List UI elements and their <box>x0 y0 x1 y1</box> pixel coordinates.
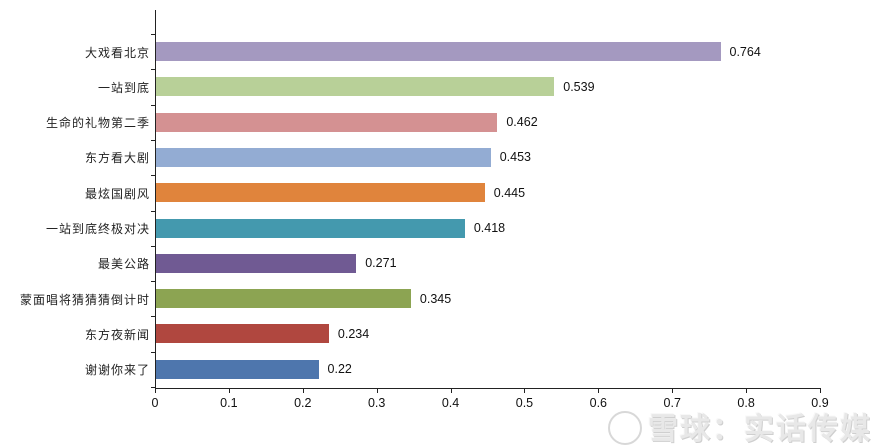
y-axis-tick <box>151 351 155 353</box>
x-axis-tick <box>450 388 452 393</box>
x-axis-tick-label: 0.4 <box>441 396 460 410</box>
x-axis-tick <box>746 388 748 393</box>
x-axis-tick-label: 0.6 <box>589 396 608 410</box>
y-axis-tick <box>151 387 155 388</box>
x-axis-tick <box>302 388 304 393</box>
x-axis-tick <box>820 388 821 393</box>
bar <box>156 253 357 273</box>
bar <box>156 289 411 309</box>
x-axis-tick-label: 0.2 <box>294 396 312 410</box>
x-axis-tick-label: 0.1 <box>220 396 238 410</box>
value-label: 0.271 <box>365 256 397 271</box>
category-label: 生命的礼物第二季 <box>45 116 150 131</box>
bar <box>156 183 485 203</box>
category-label: 一站到底 <box>97 80 150 95</box>
value-label: 0.764 <box>729 44 761 59</box>
bar <box>156 42 721 61</box>
y-axis-tick <box>151 281 155 283</box>
x-axis-tick <box>376 388 378 393</box>
category-label: 谢谢你来了 <box>84 363 150 378</box>
y-axis-tick <box>151 316 155 318</box>
y-axis-tick <box>151 104 155 106</box>
x-axis-tick <box>228 388 230 393</box>
category-label: 一站到底终极对决 <box>45 222 150 236</box>
watermark-text: 雪球：实话传媒 <box>648 412 872 447</box>
y-axis-tick <box>151 210 155 212</box>
x-axis-tick <box>524 388 526 393</box>
x-axis-tick-label: 0.7 <box>663 396 681 410</box>
category-label: 蒙面唱将猜猜猜倒计时 <box>19 292 150 307</box>
y-axis-tick <box>151 139 155 141</box>
category-label: 东方夜新闻 <box>84 327 150 342</box>
value-label: 0.462 <box>506 115 538 130</box>
y-axis-tick <box>151 34 155 35</box>
bar <box>156 147 491 167</box>
category-label: 东方看大剧 <box>84 151 150 166</box>
bar <box>156 324 329 344</box>
value-label: 0.22 <box>327 362 352 377</box>
snowball-logo-icon <box>608 410 642 445</box>
y-axis-tick <box>151 69 155 71</box>
value-label: 0.453 <box>499 150 531 165</box>
value-label: 0.445 <box>493 185 526 200</box>
bar <box>156 359 319 379</box>
y-axis-line <box>155 10 156 388</box>
x-axis-line <box>155 388 821 389</box>
category-label: 最炫国剧风 <box>84 186 150 201</box>
x-axis-tick <box>672 388 674 393</box>
value-label: 0.418 <box>473 221 506 235</box>
x-axis-tick-label: 0.9 <box>811 396 829 410</box>
y-axis-tick <box>151 175 155 177</box>
x-axis-tick <box>155 388 156 393</box>
x-axis-tick-label: 0.8 <box>737 396 755 410</box>
value-label: 0.539 <box>563 79 595 94</box>
bar <box>156 112 498 132</box>
watermark: 雪球：实话传媒 <box>608 404 872 448</box>
x-axis-tick <box>598 388 600 393</box>
value-label: 0.234 <box>337 326 370 341</box>
x-axis-tick-label: 0 <box>151 396 159 410</box>
y-axis-tick <box>151 245 155 247</box>
category-label: 大戏看北京 <box>84 45 150 60</box>
value-label: 0.345 <box>419 291 452 306</box>
bar <box>156 77 555 97</box>
x-axis-tick-label: 0.5 <box>515 396 534 410</box>
category-label: 最美公路 <box>97 257 150 272</box>
x-axis-tick-label: 0.3 <box>367 396 386 410</box>
bar <box>156 218 465 238</box>
